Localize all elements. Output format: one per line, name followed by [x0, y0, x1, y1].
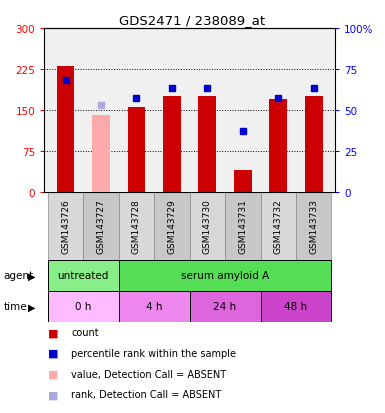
Bar [305, 97, 323, 192]
Bar [119, 260, 331, 291]
Bar [119, 192, 154, 260]
Text: GSM143729: GSM143729 [167, 199, 176, 254]
Text: 4 h: 4 h [146, 301, 162, 312]
Text: 48 h: 48 h [285, 301, 308, 312]
Text: time: time [4, 301, 27, 312]
Text: value, Detection Call = ABSENT: value, Detection Call = ABSENT [71, 369, 226, 379]
Bar [261, 291, 331, 322]
Text: ■: ■ [48, 328, 59, 337]
Bar [270, 100, 287, 192]
Bar [261, 192, 296, 260]
Bar [190, 291, 261, 322]
Text: agent: agent [4, 271, 34, 281]
Text: GSM143730: GSM143730 [203, 199, 212, 254]
Text: ■: ■ [48, 348, 59, 358]
Bar [119, 291, 190, 322]
Text: GSM143733: GSM143733 [309, 199, 318, 254]
Text: ■: ■ [48, 369, 59, 379]
Bar [154, 192, 190, 260]
Bar [296, 192, 331, 260]
Bar [234, 170, 252, 192]
Bar [225, 192, 261, 260]
Text: ▶: ▶ [28, 301, 35, 312]
Text: untreated: untreated [58, 271, 109, 281]
Bar [163, 97, 181, 192]
Text: rank, Detection Call = ABSENT: rank, Detection Call = ABSENT [71, 389, 221, 399]
Text: GSM143727: GSM143727 [97, 199, 105, 254]
Text: GSM143726: GSM143726 [61, 199, 70, 254]
Text: serum amyloid A: serum amyloid A [181, 271, 269, 281]
Text: percentile rank within the sample: percentile rank within the sample [71, 348, 236, 358]
Bar [48, 260, 119, 291]
Text: ▶: ▶ [28, 271, 35, 281]
Text: GSM143732: GSM143732 [274, 199, 283, 254]
Bar [190, 192, 225, 260]
Text: 24 h: 24 h [214, 301, 237, 312]
Text: GDS2471 / 238089_at: GDS2471 / 238089_at [119, 14, 266, 27]
Bar [48, 291, 119, 322]
Text: 0 h: 0 h [75, 301, 92, 312]
Text: ■: ■ [48, 389, 59, 399]
Text: GSM143728: GSM143728 [132, 199, 141, 254]
Bar [83, 192, 119, 260]
Text: GSM143731: GSM143731 [238, 199, 247, 254]
Bar [199, 97, 216, 192]
Bar [92, 116, 110, 192]
Bar [57, 67, 74, 192]
Bar [127, 108, 145, 192]
Text: count: count [71, 328, 99, 337]
Bar [48, 192, 83, 260]
